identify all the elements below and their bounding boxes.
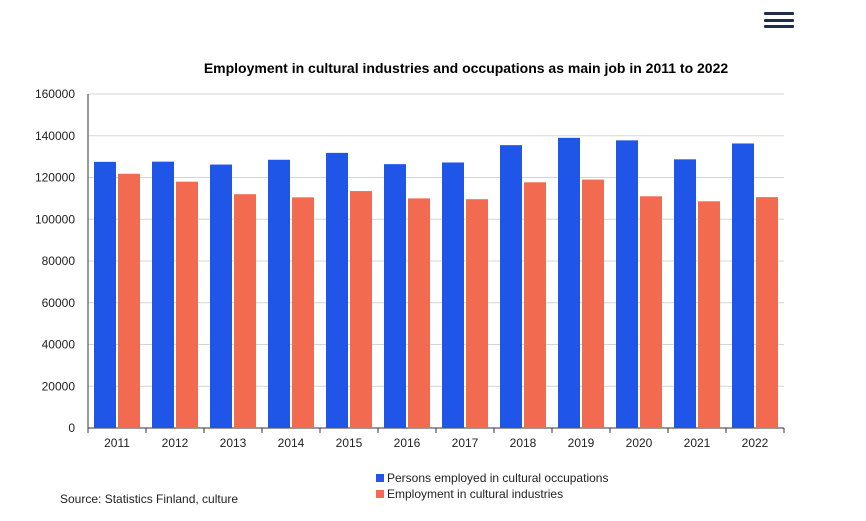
x-tick-label: 2019 [568, 436, 595, 450]
bar-occupations [500, 145, 522, 429]
y-tick-label: 40000 [42, 338, 76, 352]
y-tick-label: 0 [68, 421, 75, 435]
bar-occupations [384, 164, 406, 428]
source-note: Source: Statistics Finland, culture [60, 492, 239, 506]
x-tick-label: 2012 [162, 436, 189, 450]
x-tick-label: 2022 [742, 436, 769, 450]
legend-label-occupations: Persons employed in cultural occupations [387, 471, 609, 485]
bar-occupations [326, 152, 348, 428]
bar-occupations [732, 143, 754, 428]
bar-industries [524, 182, 546, 428]
bar-industries [582, 179, 604, 428]
x-tick-label: 2014 [278, 436, 305, 450]
bar-industries [756, 197, 778, 428]
x-tick-label: 2017 [452, 436, 479, 450]
bar-industries [118, 173, 140, 428]
bar-industries [640, 196, 662, 428]
bar-industries [466, 199, 488, 428]
bar-industries [234, 194, 256, 428]
bar-occupations [152, 161, 174, 428]
bar-occupations [674, 159, 696, 428]
chart-title: Employment in cultural industries and oc… [203, 60, 729, 76]
x-tick-label: 2020 [626, 436, 653, 450]
bar-occupations [210, 164, 232, 428]
legend-swatch-industries [376, 490, 384, 498]
bar-occupations [442, 162, 464, 428]
y-tick-label: 120000 [35, 171, 75, 185]
bar-industries [176, 181, 198, 428]
legend-item-occupations[interactable]: Persons employed in cultural occupations [376, 470, 608, 486]
bar-occupations [558, 137, 580, 428]
bar-industries [292, 197, 314, 428]
x-tick-label: 2013 [220, 436, 247, 450]
x-tick-label: 2016 [394, 436, 421, 450]
x-tick-label: 2015 [336, 436, 363, 450]
legend-swatch-occupations [376, 474, 384, 482]
y-tick-label: 140000 [35, 129, 75, 143]
legend: Persons employed in cultural occupations… [376, 470, 608, 502]
hamburger-menu-icon[interactable] [764, 8, 794, 32]
y-tick-label: 20000 [42, 379, 76, 393]
legend-label-industries: Employment in cultural industries [387, 487, 564, 501]
y-tick-label: 80000 [42, 254, 76, 268]
bar-industries [350, 191, 372, 428]
x-tick-label: 2018 [510, 436, 537, 450]
legend-item-industries[interactable]: Employment in cultural industries [376, 486, 608, 502]
bar-occupations [268, 159, 290, 428]
y-tick-label: 100000 [35, 212, 75, 226]
x-tick-label: 2011 [104, 436, 130, 450]
x-tick-label: 2021 [684, 436, 711, 450]
bar-industries [408, 198, 430, 428]
y-tick-label: 60000 [42, 296, 76, 310]
bar-industries [698, 201, 720, 428]
y-tick-label: 160000 [35, 87, 75, 101]
bar-occupations [94, 161, 116, 428]
bar-occupations [616, 140, 638, 428]
